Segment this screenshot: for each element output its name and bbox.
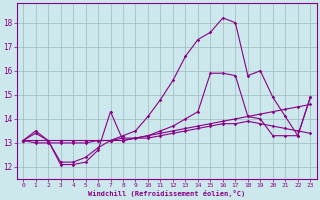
X-axis label: Windchill (Refroidissement éolien,°C): Windchill (Refroidissement éolien,°C): [88, 190, 245, 197]
